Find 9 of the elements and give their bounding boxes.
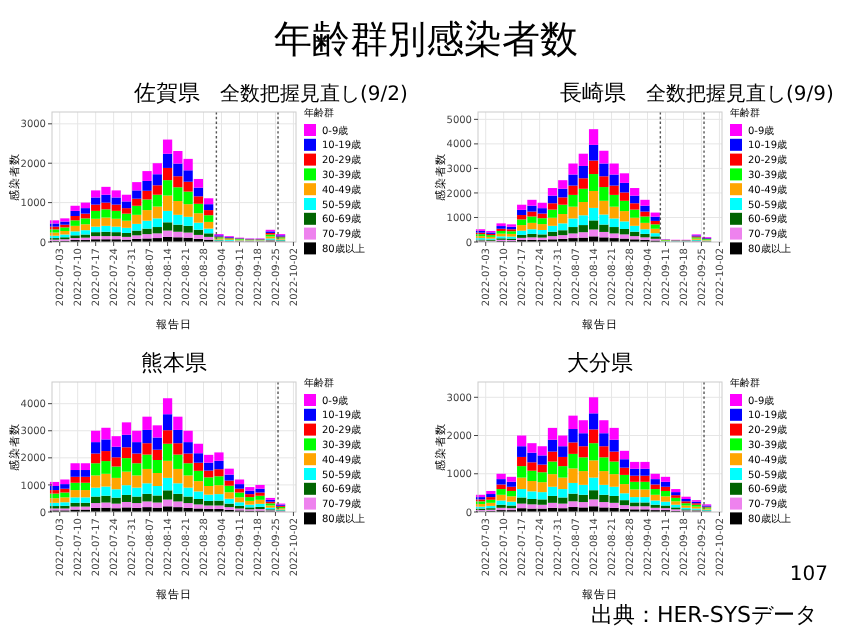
chart-title: 大分県 xyxy=(567,350,633,376)
chart-title: 長崎県 xyxy=(560,80,626,106)
text: 年齢群別感染者数 xyxy=(274,18,578,62)
text: 107 xyxy=(789,564,828,586)
chart-subtitle: 全数把握見直し(9/9) xyxy=(646,82,834,106)
chart-title: 佐賀県 xyxy=(134,80,200,106)
chart-subtitle: 全数把握見直し(9/2) xyxy=(220,82,408,106)
chart-title: 熊本県 xyxy=(141,350,207,376)
source-note: 出典：HER-SYSデータ xyxy=(590,602,818,628)
